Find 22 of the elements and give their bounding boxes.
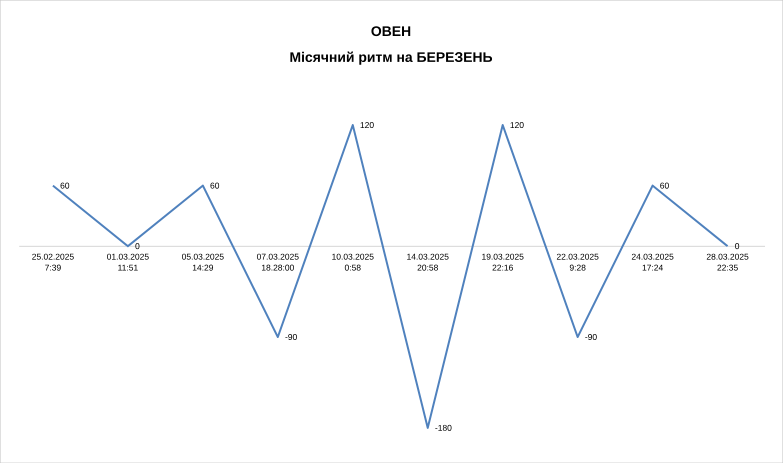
chart-subtitle: Місячний ритм на БЕРЕЗЕНЬ: [290, 51, 492, 65]
data-label: 60: [660, 182, 669, 189]
data-label: 120: [510, 122, 524, 128]
x-tick-label: 19.03.2025 22:16: [482, 254, 524, 271]
x-tick-label: 22.03.2025 9:28: [556, 254, 598, 271]
data-label: -90: [285, 334, 297, 340]
x-tick-label: 25.02.2025 7:39: [32, 254, 74, 271]
chart-title: ОВЕН: [371, 26, 410, 36]
data-label: 60: [210, 182, 220, 189]
data-label: 0: [135, 243, 140, 250]
x-tick-label: 24.03.2025 17:24: [632, 254, 674, 270]
x-tick-label: 01.03.2025 11:51: [107, 254, 149, 271]
data-label: -90: [585, 334, 597, 340]
x-tick-label: 10.03.2025 0:58: [332, 254, 374, 271]
x-tick-label: 14.03.2025 20:58: [407, 254, 449, 271]
data-label: 60: [60, 182, 70, 189]
x-tick-label: 05.03.2025 14:29: [182, 254, 224, 271]
data-label: 0: [735, 243, 740, 250]
x-tick-label: 07.03.2025 18.28:00: [256, 254, 299, 271]
data-label: -180: [435, 424, 452, 431]
x-tick-label: 28.03.2025 22:35: [706, 254, 748, 271]
data-label: 120: [360, 122, 374, 128]
